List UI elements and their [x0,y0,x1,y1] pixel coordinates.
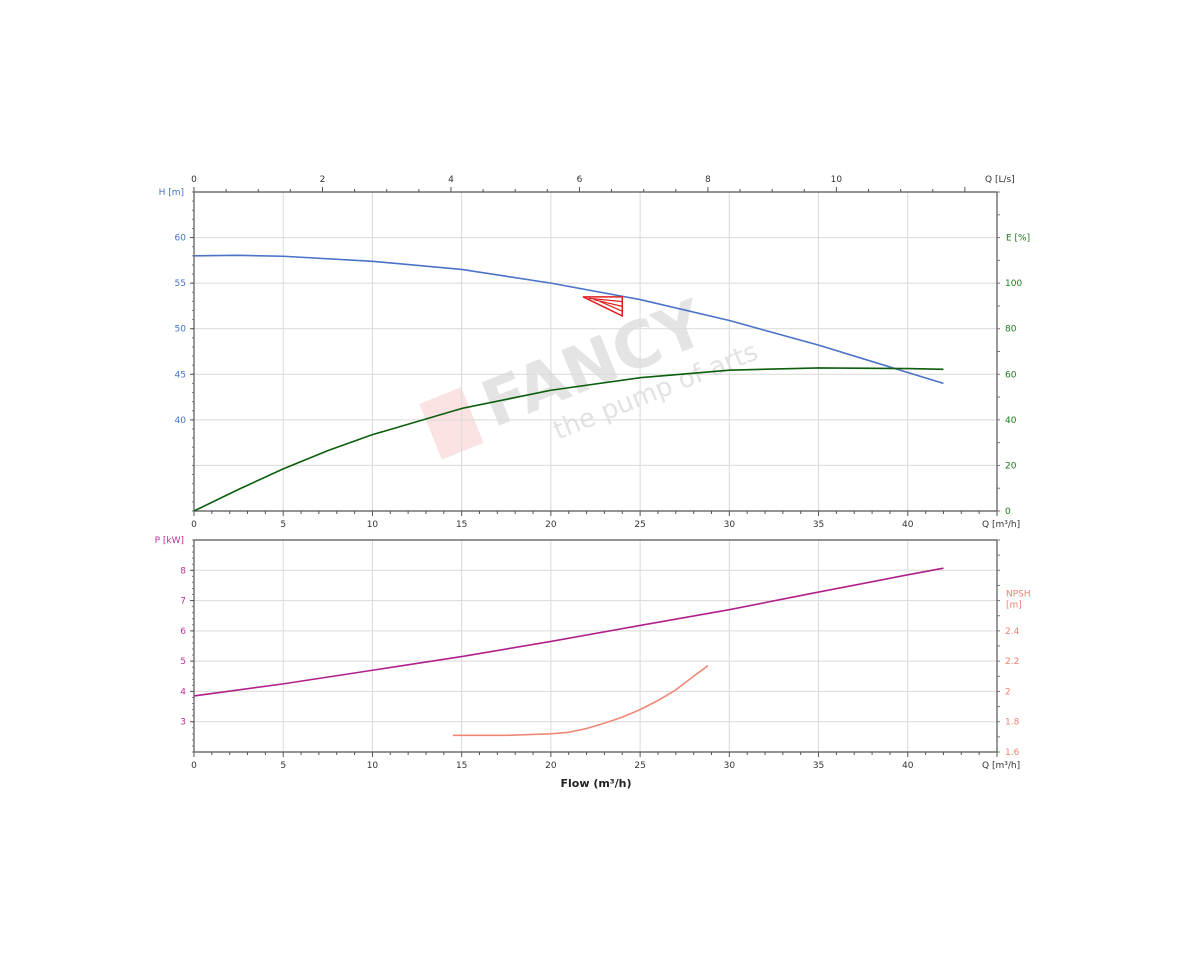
right-tick-label: 0 [1005,507,1011,517]
right-tick-label: 2.4 [1005,627,1020,637]
x-tick-label: 35 [813,520,824,530]
x-tick-label: 25 [634,761,645,771]
right-tick-label: 1.6 [1005,748,1020,758]
x-tick-label: 25 [634,520,645,530]
duty-point-hatch [593,299,623,307]
left-tick-label: 6 [180,627,186,637]
right-tick-label: 20 [1005,461,1017,471]
left-tick-label: 3 [180,718,186,728]
right-tick-label: 1.8 [1005,718,1020,728]
right-axis-label-unit: [m] [1006,601,1022,611]
x-tick-label: 5 [280,520,286,530]
fancy-watermark-logo: FANCY the pump of arts [419,287,762,460]
x-tick-label: 0 [191,520,197,530]
top-tick-label: 8 [705,175,711,185]
x-tick-label: 35 [813,761,824,771]
head-curve [193,254,944,385]
x-tick-label: 10 [367,520,379,530]
left-tick-label: 7 [180,597,186,607]
x-tick-label: 15 [456,761,467,771]
top-tick-label: 10 [831,175,843,185]
x-axis-title: Flow (m³/h) [560,777,631,790]
left-tick-label: 60 [175,234,187,244]
duty-point-hatch [598,300,623,312]
left-tick-label: 50 [175,325,187,335]
left-axis-label: P [kW] [155,536,184,546]
left-tick-label: 4 [180,687,186,697]
x-tick-label: 40 [902,520,914,530]
power-curve [193,567,944,697]
x-tick-label: 40 [902,761,914,771]
left-tick-label: 40 [175,416,187,426]
top-axis-unit-label: Q [L/s] [985,175,1015,185]
left-tick-label: 8 [180,566,186,576]
right-axis-label: NPSH [1006,590,1031,600]
top-tick-label: 2 [320,175,326,185]
right-tick-label: 2.2 [1005,657,1019,667]
left-tick-label: 45 [175,370,186,380]
x-tick-label: 15 [456,520,467,530]
watermark-logo-mark [419,387,484,460]
top-tick-label: 0 [191,175,197,185]
left-axis-label: H [m] [159,188,184,198]
x-tick-label: 30 [724,761,736,771]
x-axis-unit-label: Q [m³/h] [982,520,1020,530]
x-tick-label: 10 [367,761,379,771]
left-tick-label: 55 [175,279,186,289]
npsh-curve [452,665,709,737]
right-tick-label: 80 [1005,325,1017,335]
right-axis-label: E [%] [1006,234,1030,244]
right-tick-label: 100 [1005,279,1022,289]
right-tick-label: 2 [1005,687,1011,697]
right-tick-label: 40 [1005,416,1017,426]
top-tick-label: 4 [448,175,454,185]
x-tick-label: 20 [545,520,557,530]
right-tick-label: 60 [1005,370,1017,380]
x-axis-unit-label: Q [m³/h] [982,761,1020,771]
x-tick-label: 20 [545,761,557,771]
top-tick-label: 6 [577,175,583,185]
x-tick-label: 0 [191,761,197,771]
duty-point-hatch [588,297,623,303]
efficiency-curve [193,367,944,512]
left-tick-label: 5 [180,657,186,667]
x-tick-label: 30 [724,520,736,530]
x-tick-label: 5 [280,761,286,771]
